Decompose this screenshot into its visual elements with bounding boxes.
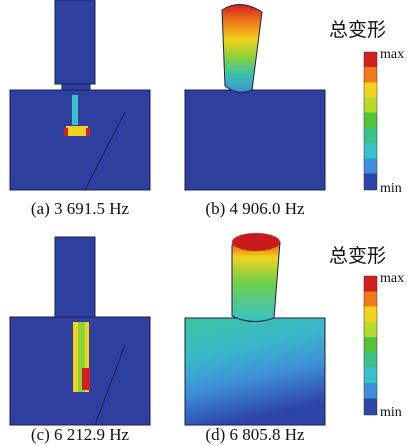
legend-min: min bbox=[380, 405, 402, 420]
deform-zone bbox=[66, 126, 88, 136]
neck bbox=[62, 84, 90, 90]
caption: (c) 6 212.9 Hz bbox=[31, 425, 130, 444]
legend-title: 总变形 bbox=[329, 19, 386, 41]
legend-min: min bbox=[380, 181, 402, 196]
legend-max: max bbox=[380, 47, 404, 62]
stem bbox=[55, 237, 95, 317]
figure: (a) 3 691.5 Hz (b) 4 906.0 Hz 总变形 max mi… bbox=[0, 0, 411, 446]
deform-zone bbox=[72, 95, 78, 125]
legend-max: max bbox=[380, 271, 404, 286]
legend-title: 总变形 bbox=[329, 245, 386, 267]
caption: (a) 3 691.5 Hz bbox=[31, 199, 130, 218]
page: Modal shapes {"panels": [ {"caption": "(… bbox=[0, 0, 411, 446]
deform-zone bbox=[82, 368, 90, 390]
stem bbox=[55, 0, 95, 84]
deform-zone bbox=[64, 128, 68, 136]
colorbar bbox=[364, 276, 377, 415]
colorbar bbox=[364, 52, 377, 190]
base bbox=[185, 90, 325, 190]
body: (a) 3 691.5 Hz (b) 4 906.0 Hz 总变形 max mi… bbox=[0, 0, 411, 446]
stem bbox=[222, 4, 262, 92]
base bbox=[185, 318, 325, 425]
caption: (b) 4 906.0 Hz bbox=[205, 199, 305, 218]
stem-top bbox=[232, 233, 280, 251]
caption: (d) 6 805.8 Hz bbox=[205, 425, 305, 444]
base bbox=[10, 90, 150, 190]
deform-zone bbox=[86, 128, 90, 136]
